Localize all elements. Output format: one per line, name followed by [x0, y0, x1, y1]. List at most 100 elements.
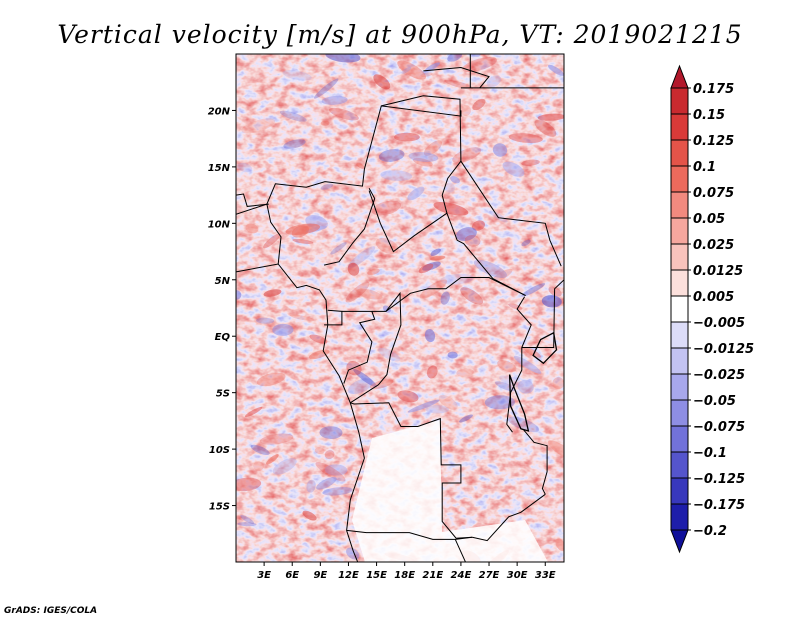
field-feature [547, 64, 564, 76]
field-feature [555, 538, 564, 551]
field-feature [497, 360, 517, 373]
field-feature [513, 355, 542, 374]
y-tick-label: 15N [208, 163, 231, 174]
y-tick-label: 20N [208, 106, 231, 117]
field-feature [380, 170, 413, 181]
y-tick-label: 15S [209, 502, 230, 513]
colorbar-swatch [670, 347, 689, 375]
field-feature [424, 329, 436, 343]
field-feature [523, 347, 541, 358]
field-feature [241, 118, 276, 134]
field-feature [426, 365, 438, 379]
kalahari-calm-region [352, 420, 548, 562]
field-feature [521, 159, 540, 167]
field-feature [407, 399, 440, 413]
field-feature [459, 414, 473, 423]
colorbar-tick-label: −0.025 [693, 368, 745, 383]
field-feature [507, 416, 540, 433]
field-feature [316, 477, 337, 490]
field-feature [279, 110, 307, 122]
field-feature [418, 263, 434, 274]
colorbar-tick-label: 0.175 [693, 82, 734, 97]
field-feature [256, 317, 275, 324]
field-feature [397, 390, 419, 403]
y-tick-label: 10N [208, 219, 231, 230]
y-tick-label: EQ [215, 332, 231, 343]
colorbar-tick-label: −0.125 [693, 472, 745, 487]
colorbar-tick-label: 0.0125 [693, 264, 743, 279]
border-line [236, 193, 269, 207]
border-line [346, 529, 473, 540]
colorbar-tick-label: 0.1 [693, 160, 716, 175]
field-feature [263, 289, 282, 297]
field-feature [237, 522, 257, 527]
field-feature [508, 303, 523, 310]
field-feature [347, 246, 376, 269]
colorbar-swatch [670, 269, 689, 297]
field-feature [236, 477, 262, 492]
field-feature [408, 152, 439, 162]
field-feature [534, 119, 557, 137]
colorbar-tick-label: −0.005 [693, 316, 745, 331]
field-feature [460, 287, 484, 305]
field-feature [424, 62, 440, 72]
colorbar-swatch [670, 87, 689, 115]
colorbar-swatch [670, 113, 689, 141]
field-feature [324, 464, 348, 476]
field-feature [456, 368, 474, 377]
colorbar-bottom-arrow [670, 529, 689, 554]
colorbar-tick-label: 0.025 [693, 238, 734, 253]
colorbar-tick-label: −0.075 [693, 420, 745, 435]
field-feature [328, 107, 359, 121]
field-feature [245, 223, 259, 234]
lake-outline [508, 374, 530, 432]
border-line [506, 296, 532, 433]
y-tick-label: 5S [216, 389, 230, 400]
field-feature [541, 295, 562, 308]
border-line [323, 188, 376, 266]
field-feature [236, 290, 242, 300]
field-feature [320, 120, 330, 126]
field-feature [321, 95, 348, 105]
field-feature [407, 186, 425, 201]
field-feature [521, 239, 531, 247]
x-tick-label: 30E [507, 570, 528, 581]
field-feature [353, 369, 378, 388]
colorbar-tick-label: 0.005 [693, 290, 734, 305]
x-tick-label: 12E [338, 570, 359, 581]
grads-credit: GrADS: IGES/COLA [4, 606, 97, 616]
field-feature [502, 161, 525, 177]
field-feature [256, 372, 286, 387]
border-line [423, 66, 490, 89]
field-feature [552, 377, 564, 390]
field-feature [319, 426, 343, 440]
colorbar-swatch [670, 373, 689, 401]
field-feature [473, 259, 507, 279]
field-feature [282, 70, 312, 81]
field-feature [347, 378, 373, 395]
colorbar-swatch [670, 321, 689, 349]
field-feature [420, 72, 433, 77]
colorbar-swatch [670, 451, 689, 479]
field-feature [244, 406, 263, 418]
x-tick-label: 27E [479, 570, 500, 581]
colorbar-tick-label: −0.05 [693, 394, 736, 409]
field-feature [444, 79, 474, 90]
field-feature [456, 227, 477, 242]
field-feature [253, 461, 264, 471]
field-feature [484, 395, 515, 410]
field-feature [452, 147, 482, 163]
colorbar-top-arrow [670, 64, 689, 89]
field-feature [324, 450, 335, 460]
colorbar-tick-label: 0.15 [693, 108, 725, 123]
colorbar-swatch [670, 477, 689, 505]
field-feature [462, 57, 497, 72]
field-feature [263, 233, 281, 249]
border-line [521, 279, 564, 348]
colorbar-swatch [670, 139, 689, 167]
field-feature [289, 314, 315, 321]
field-feature [450, 175, 460, 184]
colorbar-swatch [670, 425, 689, 453]
colorbar-tick-label: 0.075 [693, 186, 734, 201]
